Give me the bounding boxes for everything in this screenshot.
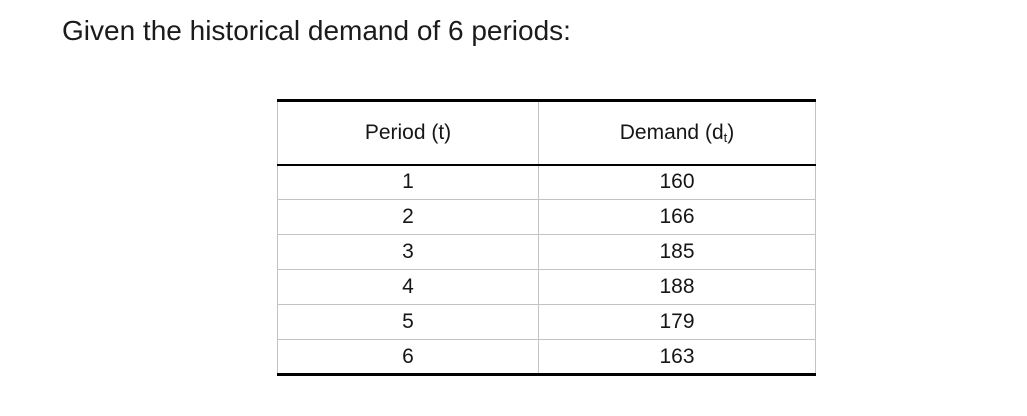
demand-column-header: Demand (dt): [538, 99, 816, 166]
demand-table: Period (t) Demand (dt) 1 160 2 166 3 185…: [277, 99, 816, 376]
period-cell: 3: [277, 234, 539, 270]
period-cell: 5: [277, 304, 539, 340]
period-cell: 1: [277, 164, 539, 200]
demand-cell: 163: [538, 339, 816, 375]
period-cell: 6: [277, 339, 539, 375]
table-row: 3 185: [277, 234, 816, 270]
demand-cell: 188: [538, 269, 816, 305]
demand-header-text: Demand (d: [619, 120, 724, 144]
table-row: 1 160: [277, 164, 816, 200]
demand-header-close-paren: ): [727, 120, 735, 144]
demand-cell: 166: [538, 199, 816, 235]
period-cell: 2: [277, 199, 539, 235]
demand-cell: 160: [538, 164, 816, 200]
page-title: Given the historical demand of 6 periods…: [62, 15, 571, 46]
period-column-header: Period (t): [277, 99, 539, 166]
table-row: 4 188: [277, 269, 816, 305]
demand-cell: 185: [538, 234, 816, 270]
demand-header-subscript: t: [723, 130, 728, 145]
table-row: 6 163: [277, 339, 816, 375]
table-header-row: Period (t) Demand (dt): [277, 99, 816, 166]
demand-cell: 179: [538, 304, 816, 340]
table-row: 5 179: [277, 304, 816, 340]
period-cell: 4: [277, 269, 539, 305]
table-row: 2 166: [277, 199, 816, 235]
